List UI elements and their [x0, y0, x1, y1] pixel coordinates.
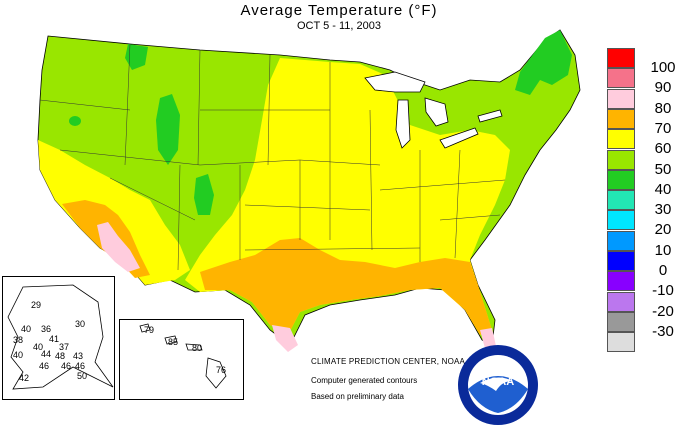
legend-swatch [607, 48, 635, 68]
alaska-temp-label: 41 [49, 334, 60, 344]
legend-label: 50 [654, 160, 672, 178]
noaa-logo-text: NOAA [482, 376, 514, 388]
hawaii-islands [139, 323, 227, 389]
legend-label: 60 [654, 140, 672, 158]
legend-label: -10 [652, 282, 674, 300]
pink-texas [272, 325, 298, 352]
legend-label: 10 [654, 241, 672, 259]
credit-data-note: Based on preliminary data [311, 392, 404, 401]
map-date-range: OCT 5 - 11, 2003 [297, 20, 381, 32]
orange-south [200, 238, 492, 335]
legend-label: -30 [652, 322, 674, 340]
alaska-temp-label: 40 [13, 350, 24, 360]
alaska-temp-label: 30 [75, 319, 86, 329]
green-montana [125, 44, 148, 70]
legend-swatch [607, 169, 635, 190]
legend-label: 40 [654, 180, 672, 198]
lake-ontario [477, 109, 503, 123]
lake-superior [364, 71, 426, 93]
legend-swatch [607, 190, 635, 211]
alaska-shape [7, 284, 114, 390]
hawaii-temp-label: 79 [144, 325, 155, 335]
alaska-temp-label: 40 [21, 324, 32, 334]
legend-swatch [607, 271, 635, 292]
alaska-temp-label: 29 [31, 300, 42, 310]
pink-desert [97, 222, 140, 272]
green-oregon [69, 116, 81, 126]
legend-swatch [607, 68, 635, 89]
lake-erie [439, 127, 479, 149]
legend-label: 30 [654, 201, 672, 219]
legend-swatch [607, 230, 635, 251]
legend-swatch [607, 88, 635, 109]
credit-org: CLIMATE PREDICTION CENTER, NOAA [311, 357, 466, 366]
alaska-temp-label: 37 [59, 342, 70, 352]
hawaii-temp-label: 80 [192, 343, 203, 353]
legend-swatch [607, 332, 635, 353]
alaska-temp-label: 46 [61, 361, 72, 371]
legend-label: 90 [654, 79, 672, 97]
alaska-inset: 29 30 40 36 41 38 40 44 37 40 46 48 43 4… [2, 276, 115, 400]
green-rockies-1 [156, 94, 180, 165]
legend-swatch [607, 251, 635, 271]
alaska-temp-label: 38 [13, 335, 24, 345]
noaa-logo: NOAA [458, 345, 538, 425]
hawaii-inset: 79 85 80 76 [119, 319, 244, 400]
credit-contours: Computer generated contours [311, 376, 418, 385]
alaska-temp-label: 50 [77, 371, 88, 381]
state-borders [39, 43, 506, 271]
legend-swatch [607, 129, 635, 150]
legend-swatch [607, 108, 635, 129]
hawaii-temp-label: 76 [216, 365, 227, 375]
legend-swatch [607, 291, 635, 312]
alaska-temp-label: 40 [33, 342, 44, 352]
legend-label: 0 [658, 262, 668, 279]
alaska-temp-label: 42 [19, 373, 30, 383]
legend-label: 20 [654, 221, 672, 239]
alaska-temp-label: 43 [73, 351, 84, 361]
alaska-temp-label: 46 [75, 361, 86, 371]
legend-label: 80 [654, 99, 672, 117]
map-title: Average Temperature (°F) [240, 2, 438, 19]
legend-swatch [607, 311, 635, 332]
legend-swatch [607, 210, 635, 231]
lake-michigan [395, 99, 411, 149]
alaska-temp-label: 44 [41, 349, 52, 359]
legend-label: 100 [650, 59, 676, 76]
alaska-temp-label: 48 [55, 351, 66, 361]
green-maine [515, 30, 572, 95]
lake-huron [424, 97, 449, 127]
legend-label: -20 [652, 302, 674, 320]
legend-swatch [607, 149, 635, 170]
alaska-temp-label: 36 [41, 324, 52, 334]
legend-label: 70 [654, 119, 672, 137]
hawaii-temp-label: 85 [168, 337, 179, 347]
alaska-temp-label: 46 [39, 361, 50, 371]
green-rockies-2 [194, 174, 214, 215]
